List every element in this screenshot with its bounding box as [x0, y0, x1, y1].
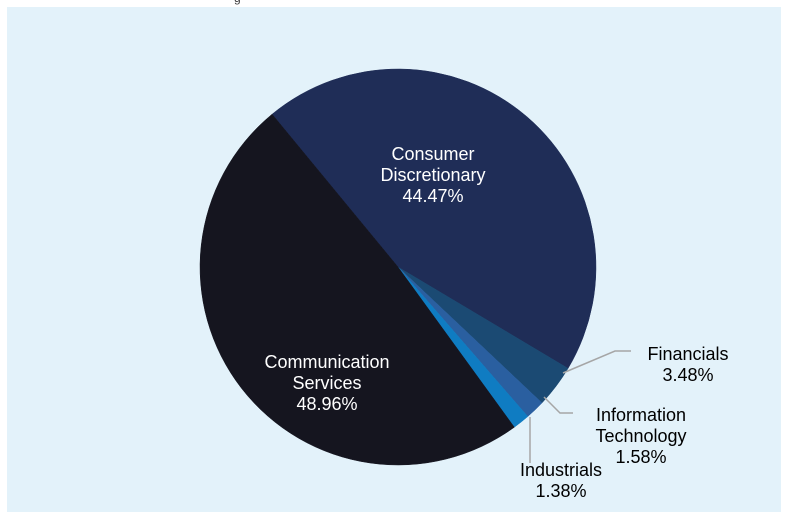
slice-value-communication-services: 48.96%: [296, 394, 357, 414]
slice-name-consumer-discretionary: Consumer: [391, 144, 474, 164]
slice-value-financials: 3.48%: [662, 365, 713, 385]
slice-label-consumer-discretionary: Consumer Discretionary 44.47%: [380, 144, 485, 206]
top-header-strip: g: [0, 0, 787, 6]
slice-name-financials: Financials: [647, 344, 728, 364]
pie-slice-consumer-discretionary: [271, 68, 597, 369]
pie-slice-communication-services: [199, 113, 515, 466]
slice-label-financials: Financials 3.48%: [647, 344, 728, 385]
leader-line-financials: [562, 350, 631, 374]
slice-name-information-technology: Information: [596, 405, 686, 425]
chart-panel: Consumer Discretionary 44.47% Financials 3.4…: [7, 7, 781, 512]
slice-value-information-technology: 1.58%: [615, 447, 666, 467]
slice-value-industrials: 1.38%: [535, 481, 586, 501]
slice-name-consumer-discretionary: Discretionary: [380, 165, 485, 185]
slice-name-information-technology: Technology: [595, 426, 686, 446]
slice-name-communication-services: Communication: [264, 352, 389, 372]
slice-label-communication-services: Communication Services 48.96%: [264, 352, 389, 414]
top-text: g: [234, 0, 241, 5]
slice-name-industrials: Industrials: [520, 460, 602, 480]
pie-chart: Consumer Discretionary 44.47% Financials 3.4…: [199, 68, 729, 501]
slice-value-consumer-discretionary: 44.47%: [402, 186, 463, 206]
slice-label-industrials: Industrials 1.38%: [520, 460, 602, 501]
slice-label-information-technology: Information Technology 1.58%: [595, 405, 686, 467]
slice-name-communication-services: Services: [292, 373, 361, 393]
leader-line-information-technology: [543, 396, 573, 414]
